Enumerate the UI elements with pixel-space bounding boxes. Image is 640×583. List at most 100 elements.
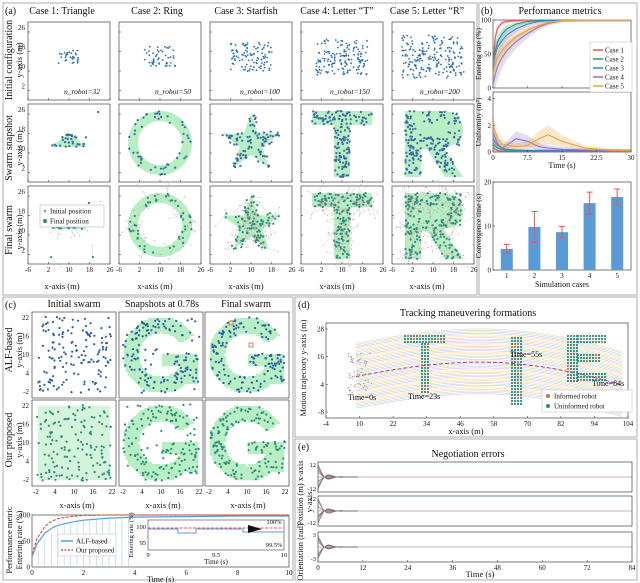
c-robot-dot: [181, 370, 184, 374]
g-target-cell: [130, 458, 133, 461]
g-target-cell: [178, 418, 181, 421]
robot-dot: [330, 122, 333, 126]
robot-dot: [143, 248, 146, 251]
c-robot-dot: [122, 343, 125, 347]
g-target-cell: [162, 386, 165, 389]
robot-dot: [182, 241, 185, 245]
initial-robot-dot: [324, 57, 326, 60]
robot-dot: [458, 198, 461, 201]
g-target-cell: [192, 356, 195, 359]
initial-position-dot: [410, 252, 412, 254]
g-target-cell: [144, 410, 147, 413]
c-robot-dot: [57, 410, 60, 413]
c-robot-dot: [41, 325, 44, 328]
b-legend-5: Case 5: [605, 83, 624, 91]
robot-dot: [408, 149, 411, 152]
trajectory-line: [363, 204, 369, 211]
g-target-cell: [124, 452, 127, 455]
robot-dot: [335, 147, 339, 150]
c-robot-dot: [171, 325, 175, 328]
initial-position-dot: [143, 240, 145, 242]
g-target-cell: [140, 420, 143, 423]
robot-dot: [345, 160, 348, 163]
g-target-cell: [178, 368, 181, 371]
g-target-cell: [148, 390, 151, 393]
g-target-cell: [132, 378, 135, 381]
initial-position-dot: [137, 215, 139, 217]
robot-dot: [419, 239, 422, 242]
g-target-cell: [176, 334, 179, 337]
robot-dot: [257, 160, 260, 163]
initial-position-dot: [436, 232, 438, 234]
robot-dot: [247, 207, 250, 210]
robot-dot: [250, 146, 253, 149]
g-target-cell: [138, 428, 141, 431]
robot-dot: [415, 154, 418, 157]
g-target-cell: [152, 414, 155, 417]
initial-robot-dot: [230, 68, 232, 71]
g-target-cell: [152, 322, 155, 325]
initial-position-dot: [259, 196, 260, 198]
c-robot-dot: [89, 322, 92, 325]
g-target-cell: [194, 362, 197, 365]
initial-robot-dot: [242, 43, 244, 46]
robot-dot: [405, 115, 408, 118]
g-target-cell: [176, 354, 179, 357]
g-target-cell: [196, 354, 199, 357]
g-target-cell: [180, 424, 183, 427]
g-target-cell: [128, 350, 131, 353]
initial-robot-dot: [411, 40, 414, 42]
g-target-cell: [136, 436, 139, 439]
g-target-cell: [174, 364, 177, 367]
robot-dot: [366, 200, 369, 203]
trajectory-line: [412, 203, 420, 212]
g-target-cell: [194, 458, 197, 461]
initial-robot-dot: [255, 61, 258, 64]
trajectory-line: [436, 248, 447, 259]
initial-robot-dot: [174, 65, 177, 67]
initial-position-dot: [271, 213, 272, 215]
g-target-cell: [126, 346, 129, 349]
g-target-cell: [166, 444, 169, 447]
initial-position-dot: [404, 211, 405, 213]
trajectory-line: [129, 223, 135, 230]
g-target-cell: [168, 378, 171, 381]
robot-dot: [346, 152, 349, 155]
initial-position-dot: [409, 236, 411, 238]
initial-position-dot: [352, 241, 354, 243]
g-target-cell: [162, 410, 165, 413]
initial-robot-dot: [340, 39, 343, 42]
initial-position-dot: [342, 243, 344, 245]
robot-dot: [328, 192, 331, 195]
initial-position-dot: [235, 212, 237, 214]
robot-dot: [138, 244, 141, 248]
initial-robot-dot: [443, 36, 445, 39]
g-target-cell: [178, 472, 181, 475]
initial-robot-dot: [428, 63, 430, 66]
g-target-cell: [170, 416, 173, 419]
robot-dot: [445, 170, 448, 173]
robot-dot: [342, 137, 345, 140]
trajectory-line: [331, 204, 336, 216]
initial-robot-dot: [436, 37, 438, 40]
g-target-cell: [178, 372, 181, 375]
c-robot-dot: [124, 345, 127, 348]
robot-dot: [232, 162, 235, 165]
g-target-cell: [158, 328, 161, 331]
robot-dot: [257, 239, 260, 242]
initial-position-dot: [431, 250, 433, 252]
initial-robot-dot: [172, 57, 175, 59]
g-target-cell: [128, 436, 131, 439]
robot-dot: [151, 251, 155, 254]
robot-dot: [345, 192, 349, 195]
robot-dot: [240, 246, 243, 249]
initial-robot-dot: [157, 57, 160, 59]
g-target-cell: [168, 408, 171, 411]
g-target-cell: [132, 366, 135, 369]
g-target-cell: [126, 432, 129, 435]
g-target-cell: [194, 466, 197, 469]
initial-robot-dot: [401, 37, 404, 40]
robot-dot: [454, 196, 457, 199]
g-target-cell: [126, 352, 129, 355]
